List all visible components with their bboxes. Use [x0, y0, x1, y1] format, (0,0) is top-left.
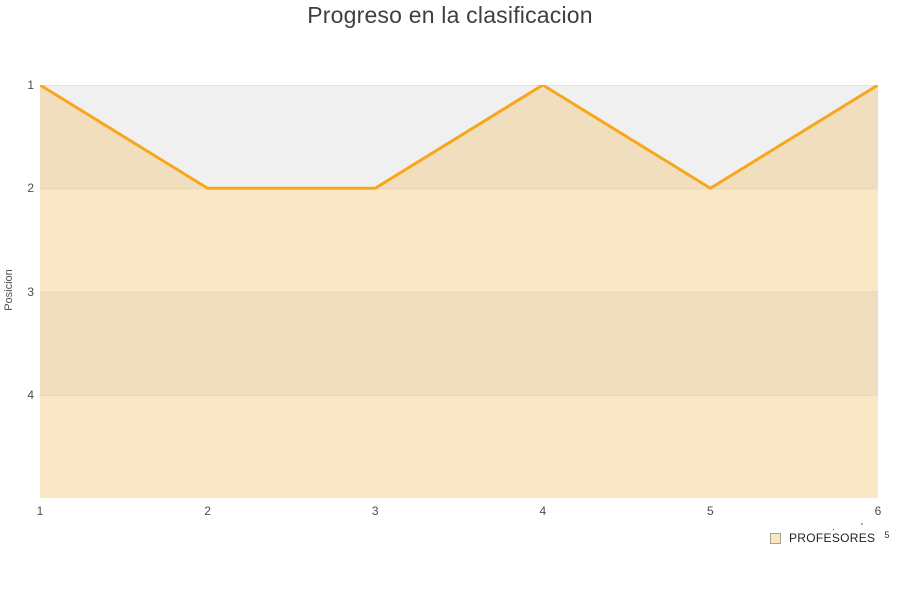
y-tick-label: 1 — [27, 78, 34, 92]
legend-label: PROFESORES — [789, 531, 876, 545]
x-tick-label: 5 — [707, 504, 714, 518]
y-tick-label: 3 — [27, 284, 34, 299]
legend-swatch-icon — [770, 532, 781, 544]
x-tick-label: 3 — [371, 504, 379, 518]
x-tick-label: 2 — [204, 504, 211, 518]
x-tick-label: 1 — [36, 504, 44, 518]
chart-title: Progreso en la clasificacion — [307, 2, 593, 28]
x-tick-label: 4 — [539, 504, 547, 518]
legend-item-profesores[interactable]: PROFESORES . ' 5 — [770, 523, 890, 547]
y-tick-label: 4 — [27, 387, 34, 402]
plot-band — [40, 291, 878, 395]
legend-mark-dot: . — [832, 522, 835, 533]
plot-area — [40, 85, 878, 498]
legend-superscript: 5 — [884, 530, 890, 540]
plot-band — [40, 188, 878, 292]
series-line-profesores — [40, 85, 878, 190]
legend-mark-tick: ' — [861, 522, 863, 533]
plot-svg — [40, 85, 878, 498]
plot-band — [40, 394, 878, 498]
y-tick-label: 2 — [27, 181, 34, 196]
x-tick-label: 6 — [874, 504, 882, 518]
